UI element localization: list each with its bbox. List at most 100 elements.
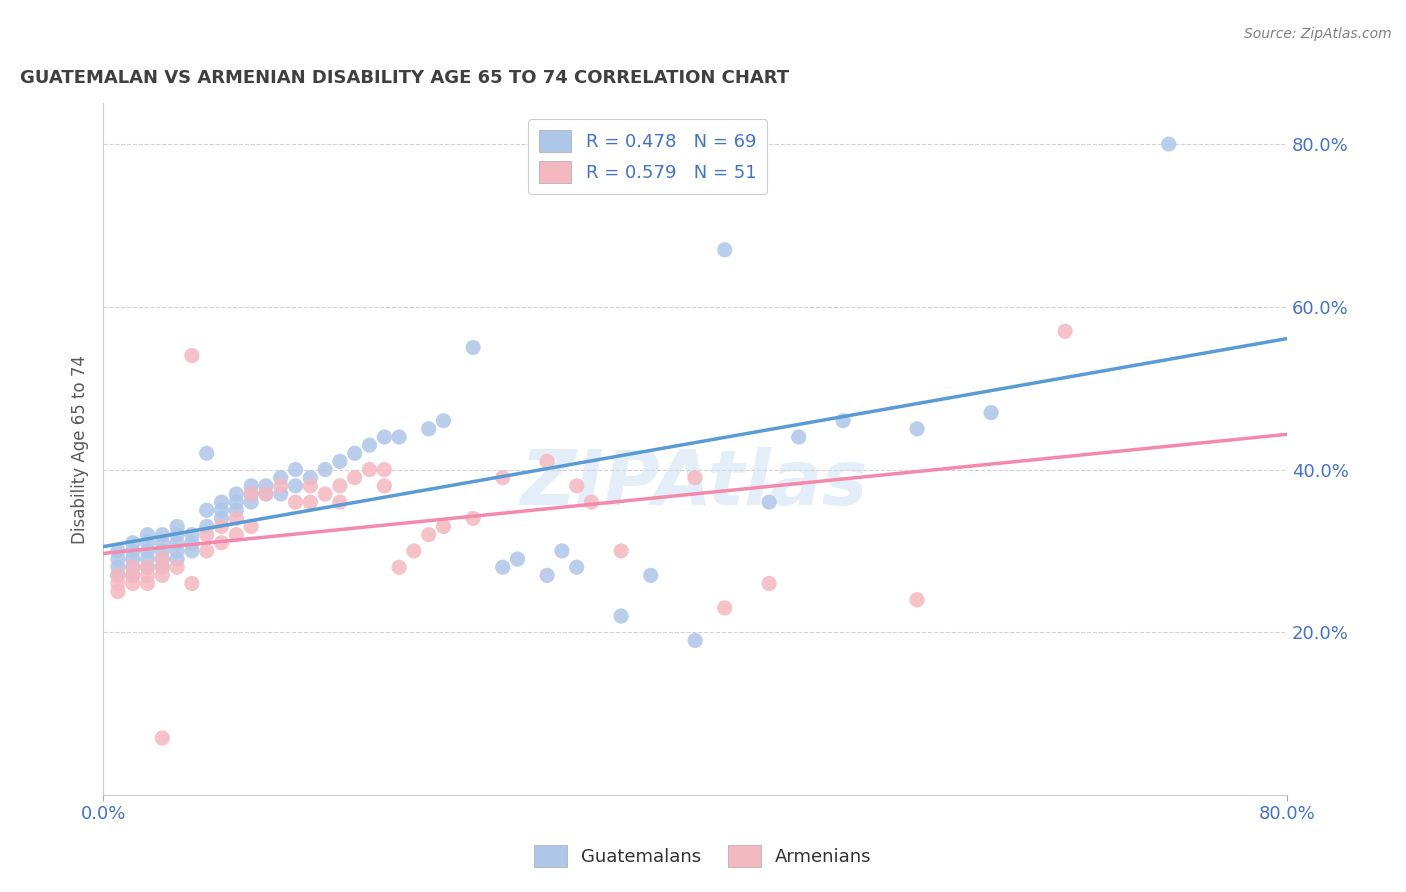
Point: [329, 479, 352, 493]
Point: [284, 479, 307, 493]
Point: [211, 519, 233, 533]
Point: [107, 568, 129, 582]
Point: [284, 462, 307, 476]
Text: ZIPAtlas: ZIPAtlas: [522, 447, 869, 521]
Point: [121, 552, 143, 566]
Point: [1054, 324, 1077, 338]
Point: [121, 544, 143, 558]
Point: [432, 414, 454, 428]
Point: [107, 544, 129, 558]
Point: [343, 471, 366, 485]
Point: [136, 576, 159, 591]
Point: [787, 430, 810, 444]
Point: [107, 584, 129, 599]
Point: [121, 568, 143, 582]
Point: [373, 430, 395, 444]
Point: [107, 576, 129, 591]
Point: [240, 479, 263, 493]
Point: [329, 454, 352, 468]
Point: [713, 600, 735, 615]
Point: [565, 560, 588, 574]
Point: [610, 609, 633, 624]
Point: [461, 511, 484, 525]
Point: [461, 341, 484, 355]
Point: [240, 487, 263, 501]
Point: [150, 560, 173, 574]
Point: [121, 560, 143, 574]
Point: [225, 495, 247, 509]
Point: [166, 519, 188, 533]
Legend: Guatemalans, Armenians: Guatemalans, Armenians: [527, 838, 879, 874]
Point: [136, 568, 159, 582]
Point: [166, 536, 188, 550]
Point: [758, 576, 780, 591]
Point: [536, 454, 558, 468]
Point: [980, 406, 1002, 420]
Point: [359, 438, 381, 452]
Point: [418, 527, 440, 541]
Point: [359, 462, 381, 476]
Point: [121, 536, 143, 550]
Point: [211, 536, 233, 550]
Point: [166, 527, 188, 541]
Point: [121, 560, 143, 574]
Point: [107, 560, 129, 574]
Point: [284, 495, 307, 509]
Point: [758, 495, 780, 509]
Point: [254, 487, 277, 501]
Point: [225, 503, 247, 517]
Point: [107, 568, 129, 582]
Point: [150, 560, 173, 574]
Point: [150, 527, 173, 541]
Point: [299, 479, 322, 493]
Point: [181, 576, 204, 591]
Point: [225, 527, 247, 541]
Point: [211, 503, 233, 517]
Point: [536, 568, 558, 582]
Point: [136, 544, 159, 558]
Point: [492, 560, 515, 574]
Point: [683, 633, 706, 648]
Point: [150, 568, 173, 582]
Point: [195, 446, 218, 460]
Point: [166, 560, 188, 574]
Point: [329, 495, 352, 509]
Point: [195, 503, 218, 517]
Point: [225, 511, 247, 525]
Point: [418, 422, 440, 436]
Point: [905, 422, 928, 436]
Point: [166, 544, 188, 558]
Point: [388, 560, 411, 574]
Point: [299, 471, 322, 485]
Point: [1157, 136, 1180, 151]
Point: [905, 592, 928, 607]
Point: [388, 430, 411, 444]
Point: [136, 560, 159, 574]
Point: [136, 552, 159, 566]
Point: [683, 471, 706, 485]
Point: [565, 479, 588, 493]
Point: [107, 552, 129, 566]
Point: [181, 536, 204, 550]
Point: [343, 446, 366, 460]
Point: [225, 487, 247, 501]
Point: [211, 511, 233, 525]
Point: [832, 414, 855, 428]
Text: GUATEMALAN VS ARMENIAN DISABILITY AGE 65 TO 74 CORRELATION CHART: GUATEMALAN VS ARMENIAN DISABILITY AGE 65…: [20, 69, 789, 87]
Point: [551, 544, 574, 558]
Point: [492, 471, 515, 485]
Point: [150, 552, 173, 566]
Point: [150, 544, 173, 558]
Point: [150, 536, 173, 550]
Y-axis label: Disability Age 65 to 74: Disability Age 65 to 74: [72, 355, 89, 543]
Point: [640, 568, 662, 582]
Point: [181, 527, 204, 541]
Point: [240, 495, 263, 509]
Point: [610, 544, 633, 558]
Point: [136, 527, 159, 541]
Point: [299, 495, 322, 509]
Point: [402, 544, 425, 558]
Point: [254, 487, 277, 501]
Point: [254, 479, 277, 493]
Point: [314, 487, 336, 501]
